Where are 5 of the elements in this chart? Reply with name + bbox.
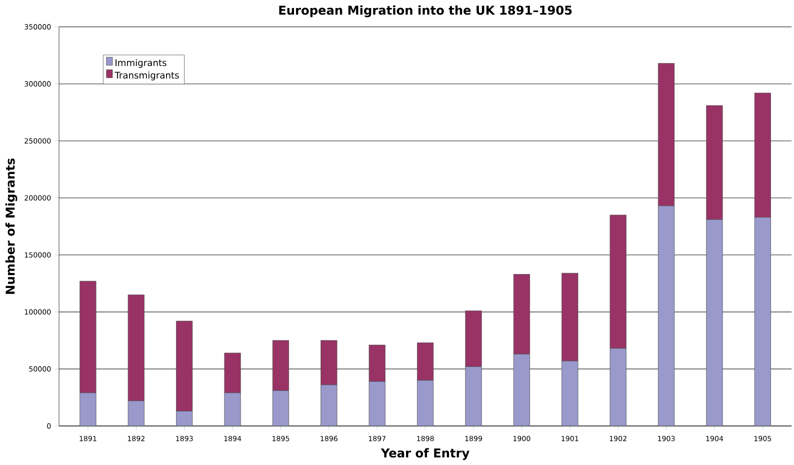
legend-label: Transmigrants <box>114 71 179 80</box>
chart-title: European Migration into the UK 1891–1905 <box>279 5 572 18</box>
y-axis-title: Number of Migrants <box>5 158 18 294</box>
x-axis-title: Year of Entry <box>380 448 470 460</box>
legend-label: Immigrants <box>116 58 166 68</box>
